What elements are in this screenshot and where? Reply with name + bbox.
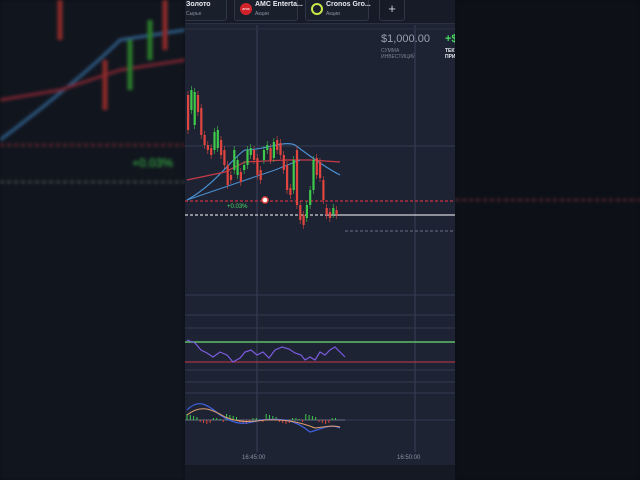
asset-tabs: Золото Сырье amc AMC Enterta... Акции Cr… (185, 0, 455, 24)
candle-down (269, 148, 272, 160)
blurred-background-left: +0.03% (0, 0, 185, 480)
candle-down (226, 165, 229, 185)
candle-down (187, 95, 190, 130)
price-chart[interactable] (185, 0, 455, 465)
candle-down (223, 150, 226, 165)
candle-down (259, 170, 262, 180)
candle-up (312, 160, 315, 190)
candle-up (246, 150, 249, 165)
investment-amount[interactable]: $1,000.00 (381, 33, 430, 45)
macd-line (186, 403, 341, 433)
candle-up (292, 160, 295, 190)
candle-up (305, 205, 308, 218)
candle-down (239, 172, 242, 182)
tab-title: Cronos Gro... (326, 1, 371, 8)
candle-down (279, 143, 282, 155)
candle-down (302, 215, 305, 225)
candle-up (216, 130, 219, 148)
candle-down (256, 158, 259, 175)
rsi-line (186, 339, 346, 363)
candle-up (190, 90, 193, 110)
tab-subtitle: Акции (326, 11, 340, 17)
profit-label: ТЕКУ ПРИ (445, 48, 455, 60)
macd-signal-line (186, 408, 341, 429)
candle-down (325, 208, 328, 215)
blurred-background-right (455, 0, 640, 480)
candle-up (236, 160, 239, 175)
candle-up (193, 92, 196, 125)
trading-app-screen: Золото Сырье amc AMC Enterta... Акции Cr… (185, 0, 455, 480)
candle-up (262, 150, 266, 160)
candle-up (309, 190, 312, 205)
tab-subtitle: Сырье (186, 11, 202, 17)
tab-title: AMC Enterta... (255, 1, 303, 8)
candle-up (249, 148, 252, 155)
candle-down (299, 205, 302, 220)
candle-down (196, 95, 200, 112)
candle-down (229, 175, 233, 180)
trade-percent-label: +0.03% (227, 204, 248, 210)
add-tab-button[interactable]: + (379, 0, 405, 21)
candle-down (203, 135, 206, 145)
trend-line (186, 159, 301, 201)
candle-down (322, 180, 325, 200)
candle-down (319, 162, 322, 178)
candle-down (210, 148, 213, 155)
cronos-ring-icon (311, 3, 323, 15)
trade-marker-icon (261, 196, 269, 204)
candle-down (206, 145, 209, 150)
candle-down (286, 165, 289, 190)
candle-down (253, 150, 256, 160)
profit-amount: +$0 (445, 33, 455, 45)
side-percent: +0.03% (132, 156, 174, 170)
candle-up (233, 150, 236, 170)
bottom-bar (185, 465, 455, 480)
candle-down (315, 158, 318, 175)
candle-down (295, 150, 299, 205)
amc-logo-icon: amc (240, 3, 252, 15)
time-tick: 16:45:00 (242, 455, 266, 461)
candle-down (335, 210, 338, 215)
tab-title: Золото (186, 1, 211, 8)
candle-down (276, 140, 279, 150)
candle-up (272, 142, 275, 158)
candle-down (328, 212, 332, 218)
candle-down (200, 108, 203, 135)
candle-down (282, 155, 285, 170)
moving-average-red (186, 159, 341, 181)
time-tick: 16:50:00 (397, 455, 421, 461)
candle-down (220, 140, 223, 155)
tab-cronos[interactable]: Cronos Gro... Акции (305, 0, 371, 21)
investment-label: СУММА ИНВЕСТИЦИЙ (381, 48, 416, 60)
tab-subtitle: Акции (255, 11, 269, 17)
tab-gold[interactable]: Золото Сырье (185, 0, 227, 21)
candle-up (332, 208, 335, 214)
tab-amc[interactable]: amc AMC Enterta... Акции (234, 0, 303, 21)
candle-up (243, 165, 246, 170)
candle-up (266, 145, 269, 150)
candle-up (213, 132, 216, 150)
candle-down (289, 188, 292, 195)
